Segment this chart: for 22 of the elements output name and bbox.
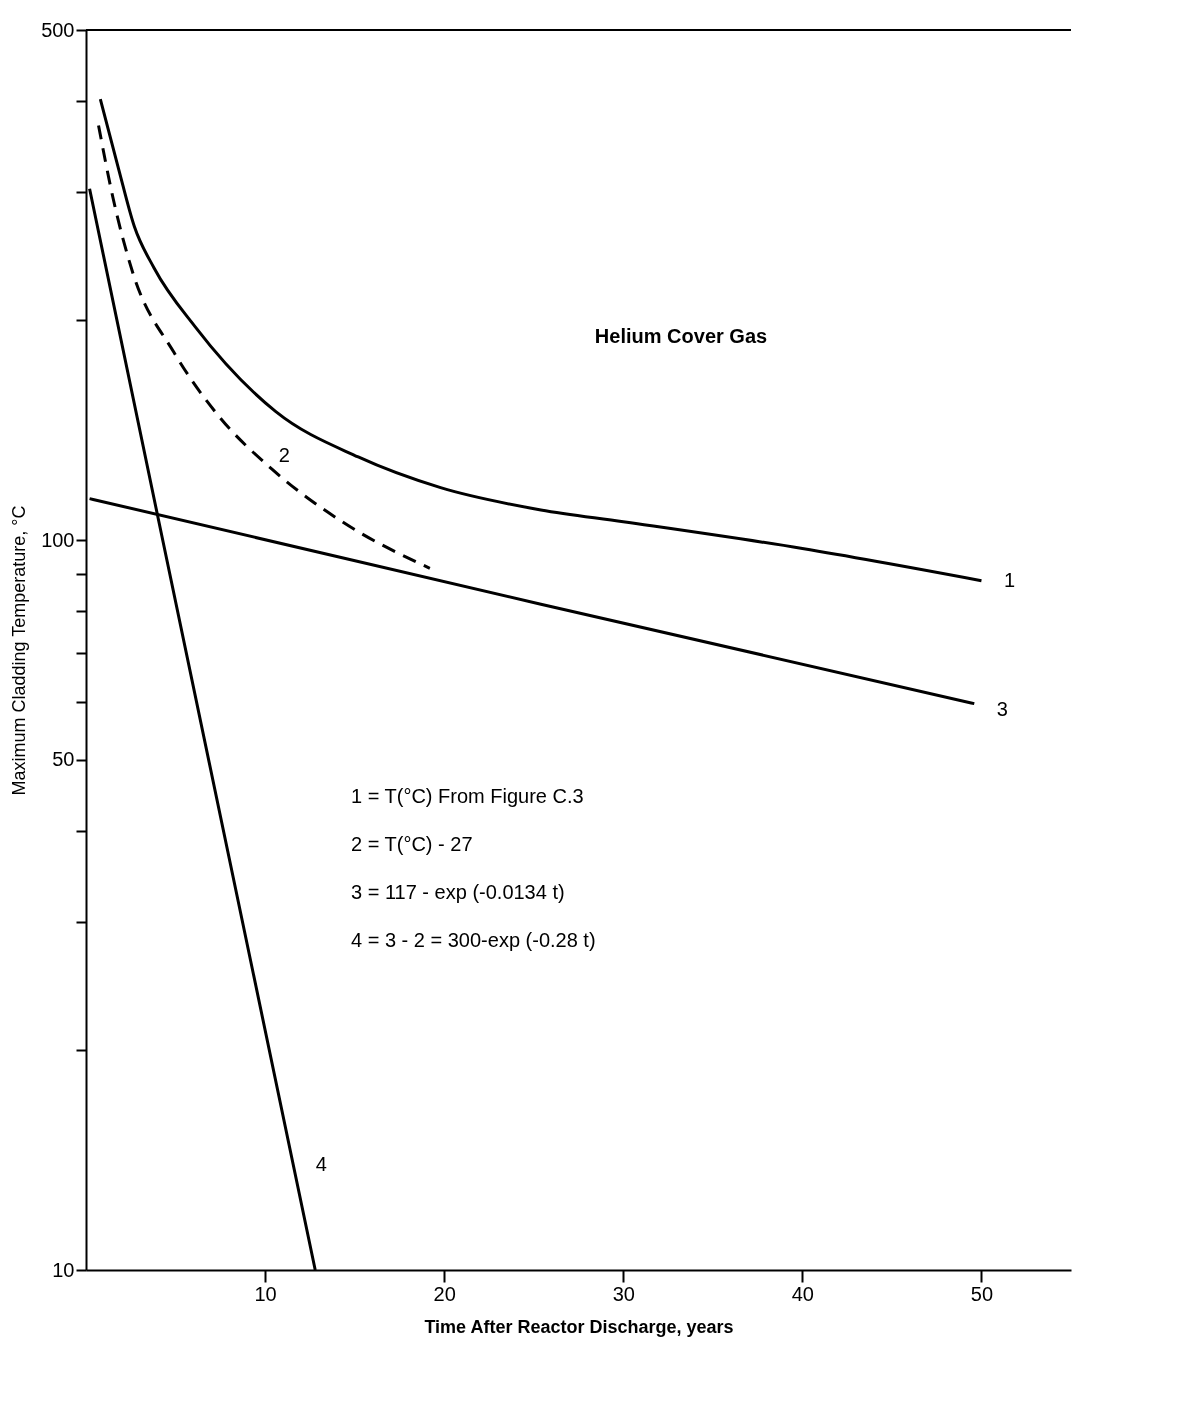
- series-label: 3: [996, 697, 1008, 720]
- annotation: 2 = T(°C) - 27: [351, 833, 473, 855]
- series-label: 4: [315, 1153, 327, 1175]
- series-label: 2: [278, 444, 290, 467]
- x-tick-label: 10: [254, 1282, 277, 1305]
- y-tick-label: 10: [52, 1258, 75, 1281]
- line-series: [97, 123, 432, 570]
- annotation: 3 = 117 - exp (-0.0134 t): [351, 881, 565, 903]
- x-axis-title: Time After Reactor Discharge, years: [424, 1316, 734, 1337]
- y-tick-label: 500: [41, 18, 75, 41]
- x-tick-label: 40: [791, 1282, 814, 1305]
- annotation: Helium Cover Gas: [594, 325, 768, 347]
- x-tick-label: 20: [433, 1282, 456, 1305]
- annotation: 4 = 3 - 2 = 300-exp (-0.28 t): [351, 929, 596, 951]
- y-tick-label: 50: [52, 748, 75, 771]
- x-tick-label: 50: [970, 1282, 994, 1305]
- y-tick-label: 100: [41, 528, 75, 551]
- series-label: 1: [1003, 568, 1016, 591]
- annotation: 1 = T(°C) From Figure C.3: [351, 785, 584, 807]
- line-series: [98, 97, 983, 583]
- y-axis-title: Maximum Cladding Temperature, °C: [9, 505, 30, 796]
- x-tick-label: 30: [612, 1282, 635, 1305]
